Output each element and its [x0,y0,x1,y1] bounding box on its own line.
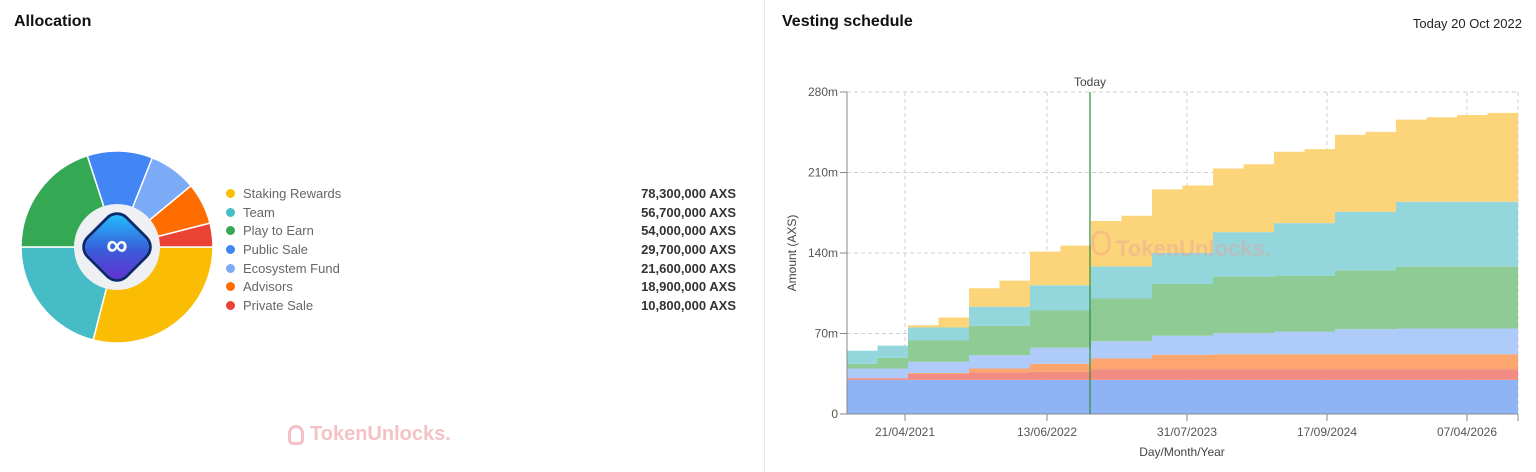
legend-dot-icon [226,300,235,310]
y-tick-label: 70m [815,327,838,341]
legend-label: Advisors [243,279,293,295]
vesting-watermark: TokenUnlocks. [1091,230,1271,261]
legend-value: 54,000,000 AXS [641,223,736,239]
x-axis-label: Day/Month/Year [1139,445,1225,459]
allocation-donut-chart [20,150,214,344]
x-tick-label: 21/04/2021 [875,425,935,439]
legend-value: 18,900,000 AXS [641,279,736,295]
x-tick-label: 13/06/2022 [1017,425,1077,439]
legend-dot-icon [226,188,235,198]
y-axis-label: Amount (AXS) [785,215,799,292]
legend-dot-icon [226,263,235,273]
legend-item[interactable]: Public Sale 29,700,000 AXS [226,240,736,259]
area-series-advisors[interactable] [847,354,1518,379]
today-marker-label: Today [1074,75,1106,89]
allocation-title: Allocation [14,13,92,30]
legend-value: 29,700,000 AXS [641,241,736,257]
legend-label: Team [243,204,275,220]
area-series-team[interactable] [847,201,1518,364]
legend-label: Play to Earn [243,223,314,239]
y-tick-label: 140m [808,246,838,260]
x-tick-label: 31/07/2023 [1157,425,1217,439]
x-tick-label: 07/04/2026 [1437,425,1497,439]
lock-icon [1091,230,1111,256]
area-series-play-to-earn[interactable] [847,266,1518,369]
legend-value: 56,700,000 AXS [641,204,736,220]
legend-dot-icon [226,244,235,254]
y-tick-label: 280m [808,85,838,99]
legend-item[interactable]: Private Sale 10,800,000 AXS [226,296,736,315]
axie-infinity-logo: ∞ [80,210,154,284]
legend-dot-icon [226,207,235,217]
legend-dot-icon [226,226,235,236]
y-tick-label: 0 [831,407,838,421]
allocation-watermark: TokenUnlocks. [288,423,451,446]
watermark-text: TokenUnlocks. [1116,236,1271,261]
legend-value: 21,600,000 AXS [641,260,736,276]
legend-value: 78,300,000 AXS [641,185,736,201]
y-tick-label: 210m [808,166,838,180]
legend-label: Staking Rewards [243,185,342,201]
pie-slice[interactable] [86,150,154,250]
legend-item[interactable]: Ecosystem Fund 21,600,000 AXS [226,259,736,278]
lock-icon [288,424,304,445]
today-date: Today 20 Oct 2022 [1412,16,1522,31]
legend-item[interactable]: Play to Earn 54,000,000 AXS [226,221,736,240]
x-tick-label: 17/09/2024 [1297,425,1357,439]
legend-item[interactable]: Team 56,700,000 AXS [226,203,736,222]
allocation-legend: Staking Rewards 78,300,000 AXS Team 56,700,… [226,184,736,315]
area-series-ecosystem-fund[interactable] [847,328,1518,379]
legend-label: Private Sale [243,297,314,313]
panel-divider [764,0,765,472]
legend-item[interactable]: Advisors 18,900,000 AXS [226,277,736,296]
legend-dot-icon [226,282,235,292]
area-series-public-sale[interactable] [847,379,1518,414]
legend-label: Public Sale [243,241,309,257]
area-series-staking-rewards[interactable] [847,112,1518,351]
area-series-private-sale[interactable] [847,369,1518,380]
legend-item[interactable]: Staking Rewards 78,300,000 AXS [226,184,736,203]
legend-label: Ecosystem Fund [243,260,340,276]
legend-value: 10,800,000 AXS [641,297,736,313]
vesting-title: Vesting schedule [782,13,913,30]
